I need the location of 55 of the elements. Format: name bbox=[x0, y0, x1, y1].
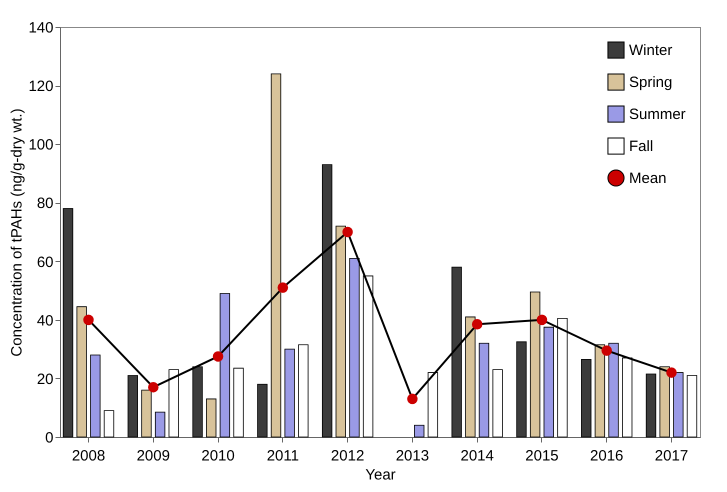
bar bbox=[298, 344, 308, 438]
bar bbox=[90, 354, 101, 438]
x-tick-label: 2010 bbox=[201, 448, 235, 464]
bar bbox=[154, 412, 166, 438]
bar bbox=[128, 375, 138, 438]
point bbox=[342, 226, 353, 238]
point bbox=[148, 382, 159, 392]
y-tick-label: 140 bbox=[28, 20, 54, 36]
y-tick-label: 80 bbox=[36, 195, 54, 212]
x-axis-title: Year bbox=[365, 466, 396, 484]
bar bbox=[76, 306, 87, 438]
bar bbox=[206, 398, 216, 438]
bar bbox=[284, 348, 295, 438]
point bbox=[83, 314, 94, 326]
legend-label: Mean bbox=[629, 170, 667, 187]
bar bbox=[104, 410, 114, 438]
point bbox=[407, 394, 418, 404]
legend-label: Fall bbox=[629, 138, 654, 155]
x-tick-label: 2013 bbox=[396, 448, 430, 464]
y-axis-title: Concentration of tPAHs (ng/g-dry wt.) bbox=[8, 108, 26, 357]
point bbox=[212, 351, 224, 362]
x-tick-label: 2009 bbox=[136, 448, 170, 464]
bar bbox=[581, 358, 592, 438]
x-tick-label: 2015 bbox=[525, 448, 559, 464]
point bbox=[601, 345, 612, 356]
x-tick-label: 2011 bbox=[266, 448, 299, 464]
point bbox=[666, 367, 677, 378]
legend-label: Summer bbox=[629, 106, 686, 123]
bar bbox=[686, 375, 698, 438]
y-tick-label: 120 bbox=[28, 78, 54, 96]
x-tick-label: 2016 bbox=[590, 448, 624, 464]
x-tick-label: 2008 bbox=[72, 448, 106, 464]
y-tick-label: 20 bbox=[36, 370, 54, 388]
point bbox=[278, 282, 288, 293]
y-tick-label: 0 bbox=[45, 430, 54, 446]
y-tick-label: 60 bbox=[36, 254, 54, 271]
y-tick-label: 100 bbox=[28, 136, 54, 154]
bar bbox=[257, 384, 268, 438]
bar bbox=[673, 372, 684, 438]
point bbox=[536, 314, 548, 326]
bar bbox=[478, 342, 490, 438]
bar bbox=[646, 374, 656, 438]
x-tick-label: 2017 bbox=[654, 448, 688, 464]
bar bbox=[141, 390, 152, 438]
legend-label: Winter bbox=[629, 42, 672, 59]
point bbox=[472, 319, 482, 330]
bar bbox=[414, 424, 424, 438]
bar bbox=[492, 369, 503, 438]
legend-label: Spring bbox=[629, 74, 672, 91]
y-tick-label: 40 bbox=[36, 312, 54, 330]
x-tick-label: 2014 bbox=[460, 448, 494, 464]
bar bbox=[233, 368, 244, 438]
bar bbox=[62, 208, 74, 438]
bar bbox=[516, 341, 527, 438]
x-tick-label: 2012 bbox=[330, 448, 364, 464]
